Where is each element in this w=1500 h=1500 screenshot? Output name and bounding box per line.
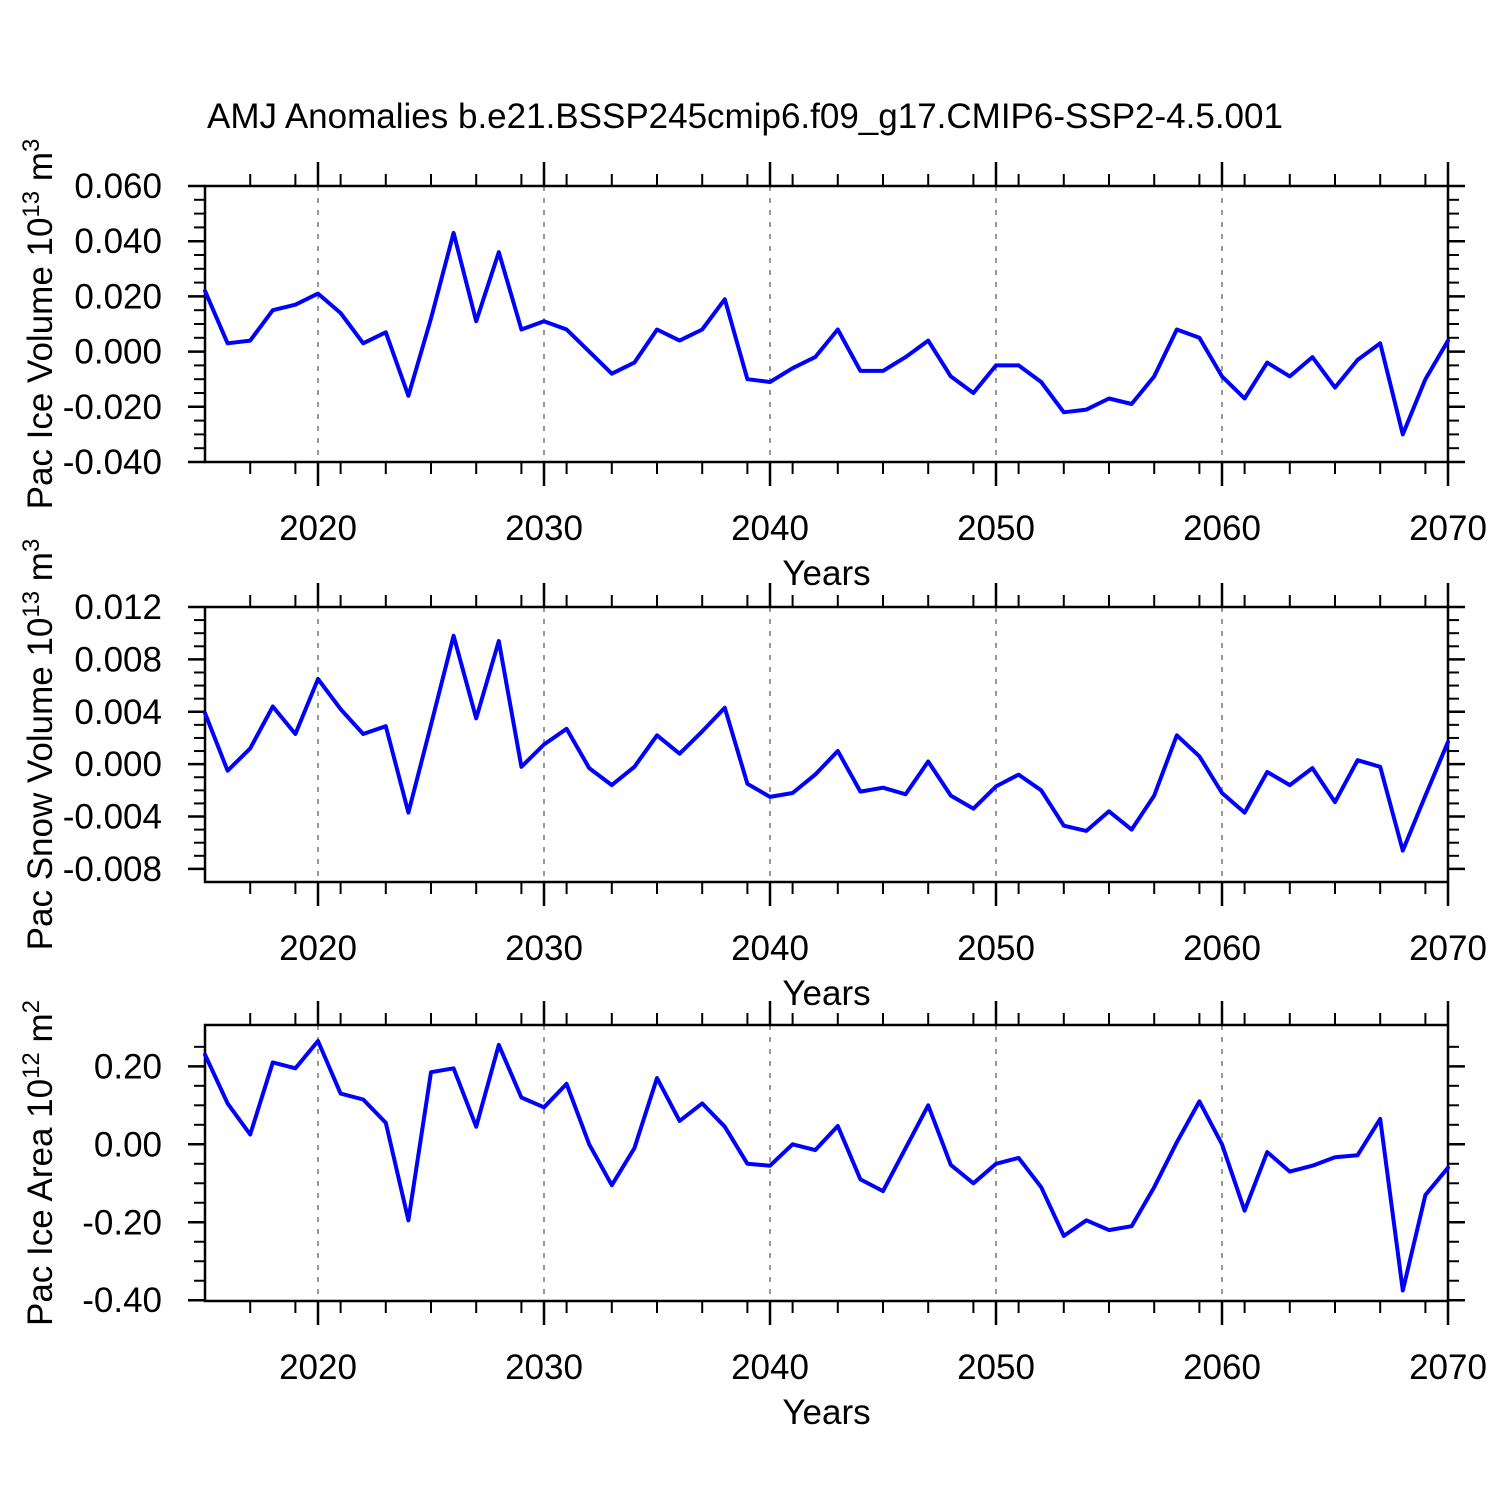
x-tick-label: 2030 (505, 509, 583, 548)
subplot-2: 0.012 0.008 0.004 0.000 -0.004 -0.008 2020 2030… (18, 539, 1487, 1013)
y-tick-label: 0.008 (74, 640, 162, 679)
y-axis-title: Pac Ice Area 1012 m2 (18, 1000, 60, 1326)
series-line (203, 1039, 1450, 1293)
plot-frame (203, 1023, 1450, 1303)
series-line (203, 633, 1450, 853)
x-tick-label: 2060 (1183, 509, 1261, 548)
x-tick-label: 2050 (957, 929, 1035, 968)
x-tick-label: 2040 (731, 509, 809, 548)
y-tick-label: 0.012 (74, 588, 162, 627)
x-axis-title: Years (782, 554, 870, 593)
x-tick-label: 2050 (957, 1348, 1035, 1387)
y-tick-label: 0.060 (74, 167, 162, 206)
plot-frame (203, 184, 1450, 464)
subplot-1: 0.060 0.040 0.020 0.000 -0.020 -0.040 2020 2030… (18, 139, 1487, 593)
y-tick-label: 0.040 (74, 222, 162, 261)
x-tick-label: 2020 (279, 509, 357, 548)
x-tick-label: 2020 (279, 1348, 357, 1387)
y-tick-label: -0.20 (82, 1203, 162, 1242)
x-tick-label: 2040 (731, 929, 809, 968)
y-tick-label: -0.004 (63, 798, 162, 837)
y-tick-label: 0.000 (74, 333, 162, 372)
x-axis-title: Years (782, 974, 870, 1013)
y-axis-title: Pac Ice Volume 1013 m3 (18, 139, 60, 510)
y-tick-label: 0.000 (74, 745, 162, 784)
x-tick-label: 2060 (1183, 1348, 1261, 1387)
y-tick-label: -0.020 (63, 388, 162, 427)
x-tick-label: 2070 (1409, 1348, 1487, 1387)
chart-title: AMJ Anomalies b.e21.BSSP245cmip6.f09_g17… (207, 97, 1283, 136)
series-line (203, 230, 1450, 437)
x-tick-label: 2030 (505, 1348, 583, 1387)
x-tick-label: 2030 (505, 929, 583, 968)
y-tick-label: 0.20 (94, 1047, 162, 1086)
x-tick-label: 2020 (279, 929, 357, 968)
x-tick-label: 2070 (1409, 509, 1487, 548)
subplot-3: 0.20 0.00 -0.20 -0.40 2020 2030 2040 2050 2060 20… (18, 1000, 1487, 1432)
x-tick-label: 2050 (957, 509, 1035, 548)
y-tick-label: 0.00 (94, 1125, 162, 1164)
y-axis-title: Pac Snow Volume 1013 m3 (18, 539, 60, 951)
y-tick-label: -0.008 (63, 850, 162, 889)
x-axis-title: Years (782, 1393, 870, 1432)
x-tick-label: 2060 (1183, 929, 1261, 968)
y-tick-label: -0.40 (82, 1281, 162, 1320)
x-tick-label: 2070 (1409, 929, 1487, 968)
y-tick-label: -0.040 (63, 443, 162, 482)
x-tick-label: 2040 (731, 1348, 809, 1387)
y-tick-label: 0.020 (74, 277, 162, 316)
y-tick-label: 0.004 (74, 693, 162, 732)
